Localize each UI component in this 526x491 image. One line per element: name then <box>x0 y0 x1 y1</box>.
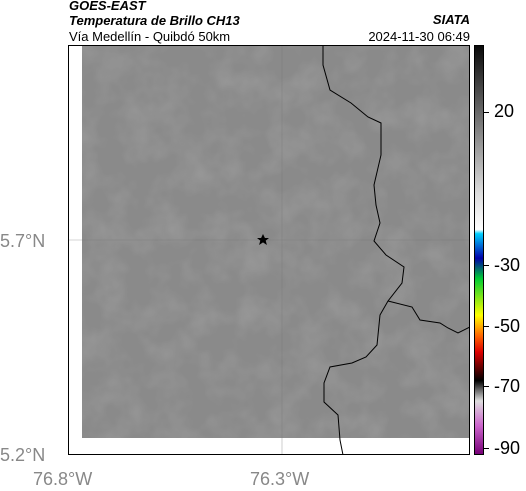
colorbar-label: 20 <box>494 101 515 121</box>
agency-label: SIATA <box>432 12 470 27</box>
lat-tick-label: 5.7°N <box>0 231 46 251</box>
datetime-label: 2024-11-30 06:49 <box>368 29 470 44</box>
location-star-marker <box>257 234 269 245</box>
lon-tick-label: 76.8°W <box>33 469 93 489</box>
colorbar-label: -70 <box>494 376 521 396</box>
cloud-texture <box>82 45 469 438</box>
colorbar-tick <box>484 448 489 449</box>
colorbar-label: -30 <box>494 255 521 275</box>
region-label: Vía Medellín - Quibdó 50km <box>69 29 231 44</box>
colorbar-label: -50 <box>494 316 521 336</box>
colorbar-label: -90 <box>494 438 521 458</box>
colorbar-tick <box>484 112 489 113</box>
satellite-title: GOES-EAST <box>69 0 146 13</box>
satellite-map[interactable] <box>68 45 470 455</box>
colorbar-tick <box>484 265 489 266</box>
department-boundary-east <box>387 300 470 334</box>
colorbar-tick <box>484 386 489 387</box>
map-border <box>68 45 470 455</box>
colorbar <box>474 45 484 455</box>
department-boundary <box>322 45 405 455</box>
lon-tick-label: 76.3°W <box>250 469 310 489</box>
product-title: Temperatura de Brillo CH13 <box>69 13 240 28</box>
colorbar-tick <box>484 326 489 327</box>
lat-tick-label: 5.2°N <box>0 445 46 465</box>
